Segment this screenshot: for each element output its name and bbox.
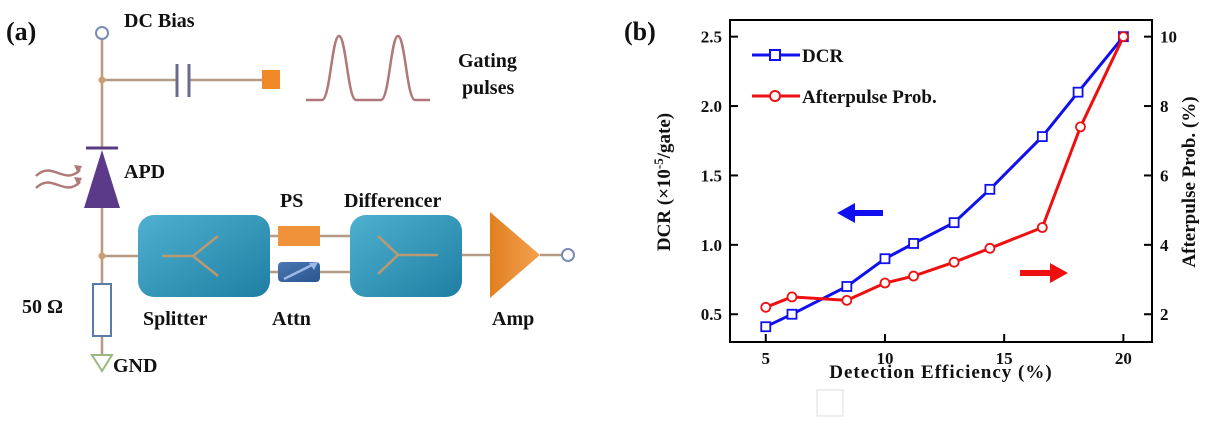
series-line-dcr bbox=[765, 35, 1125, 329]
data-point-dcr bbox=[841, 281, 853, 292]
y-left-axis-title-tail: /gate) bbox=[654, 113, 675, 159]
y-right-axis-title: Afterpulse Prob. (%) bbox=[1179, 96, 1200, 267]
phase-shifter-block bbox=[278, 226, 320, 246]
data-point-dcr bbox=[879, 253, 891, 265]
y-right-tick-label: 6 bbox=[1160, 166, 1169, 185]
gating-label-line1: Gating bbox=[458, 50, 517, 72]
resistor-icon bbox=[92, 283, 112, 337]
data-point-dcr bbox=[908, 238, 919, 249]
panel-a-label: (a) bbox=[6, 17, 36, 46]
differencer-block bbox=[350, 215, 462, 297]
right-axis-arrow bbox=[1020, 263, 1068, 283]
y-left-axis-title-main: DCR (×10 bbox=[654, 169, 675, 251]
legend-item-afterpulse: Afterpulse Prob. bbox=[752, 87, 937, 108]
data-point-dcr bbox=[760, 321, 772, 333]
data-point-afterpulse bbox=[786, 291, 798, 303]
light-input-icon bbox=[35, 165, 82, 189]
dc-bias-label: DC Bias bbox=[124, 10, 195, 32]
legend-label-afterpulse: Afterpulse Prob. bbox=[802, 87, 937, 108]
attn-label: Attn bbox=[272, 308, 311, 330]
dc-bias-terminal bbox=[95, 26, 109, 40]
amplifier-icon bbox=[490, 212, 540, 298]
x-tick-label: 15 bbox=[996, 349, 1013, 368]
y-left-axis-title: DCR (×10-5/gate) bbox=[651, 113, 676, 251]
pulse-source-icon bbox=[262, 70, 280, 89]
x-tick-label: 10 bbox=[876, 349, 893, 368]
y-left-tick-label: 1.5 bbox=[701, 166, 722, 185]
ground-icon bbox=[90, 354, 114, 373]
gating-pulses-waveform bbox=[306, 34, 430, 102]
splitter-block bbox=[138, 215, 270, 297]
data-point-dcr bbox=[984, 183, 996, 195]
data-point-afterpulse bbox=[879, 277, 891, 289]
gating-label-line2: pulses bbox=[462, 77, 514, 99]
y-right-tick-label: 8 bbox=[1160, 97, 1169, 116]
data-point-afterpulse bbox=[760, 301, 772, 313]
junction-dot-top bbox=[98, 76, 106, 84]
y-left-tick-label: 2.0 bbox=[701, 97, 722, 116]
data-point-afterpulse bbox=[984, 242, 996, 254]
output-terminal bbox=[561, 248, 575, 262]
data-point-afterpulse bbox=[1036, 222, 1048, 233]
data-point-afterpulse bbox=[1117, 31, 1129, 43]
legend: DCR Afterpulse Prob. bbox=[752, 46, 937, 108]
panel-a: (a) DC Bias bbox=[6, 10, 575, 377]
y-left-tick-label: 2.5 bbox=[701, 28, 722, 47]
data-point-afterpulse bbox=[908, 270, 919, 282]
legend-item-dcr: DCR bbox=[752, 46, 843, 67]
differencer-label: Differencer bbox=[344, 190, 441, 212]
splitter-label: Splitter bbox=[143, 308, 208, 330]
gnd-label: GND bbox=[113, 355, 157, 377]
data-point-dcr bbox=[786, 308, 798, 320]
attenuator-block bbox=[278, 262, 320, 282]
x-tick-label: 5 bbox=[762, 349, 771, 368]
plot-frame bbox=[729, 19, 1153, 343]
data-point-dcr bbox=[948, 217, 960, 229]
junction-dot-bottom bbox=[98, 252, 106, 260]
chart-layer: 5 10 15 20 0.5 1.0 1.5 2.0 2.5 2 4 6 8 10 bbox=[701, 28, 1177, 368]
resistor-label: 50 Ω bbox=[22, 296, 63, 318]
left-axis-arrow bbox=[837, 203, 883, 223]
series-line-afterpulse bbox=[765, 36, 1125, 309]
legend-label-dcr: DCR bbox=[802, 46, 843, 67]
data-point-afterpulse bbox=[1075, 121, 1086, 133]
y-right-tick-label: 2 bbox=[1160, 305, 1169, 324]
data-point-dcr bbox=[1036, 131, 1048, 142]
y-left-tick-label: 0.5 bbox=[701, 305, 722, 324]
panel-b: (b) 5 10 15 20 0.5 1.0 1.5 2.0 2.5 2 4 6 8 10 Detecti… bbox=[624, 17, 1200, 417]
amp-label: Amp bbox=[492, 308, 534, 330]
x-axis-title: Detection Efficiency (%) bbox=[829, 362, 1052, 383]
data-point-afterpulse bbox=[841, 294, 853, 306]
y-left-axis-title-exp: -5 bbox=[651, 158, 666, 169]
y-right-tick-label: 10 bbox=[1160, 28, 1177, 47]
apd-label: APD bbox=[124, 161, 165, 183]
watermark-box bbox=[816, 389, 844, 417]
x-tick-label: 20 bbox=[1115, 349, 1132, 368]
apd-diode-icon bbox=[84, 146, 120, 208]
data-point-dcr bbox=[1072, 86, 1084, 98]
y-left-tick-label: 1.0 bbox=[701, 236, 722, 255]
panel-b-label: (b) bbox=[624, 17, 656, 46]
ps-label: PS bbox=[280, 190, 303, 212]
data-point-afterpulse bbox=[948, 256, 960, 268]
y-right-tick-label: 4 bbox=[1160, 236, 1169, 255]
capacitor-icon bbox=[175, 64, 191, 97]
